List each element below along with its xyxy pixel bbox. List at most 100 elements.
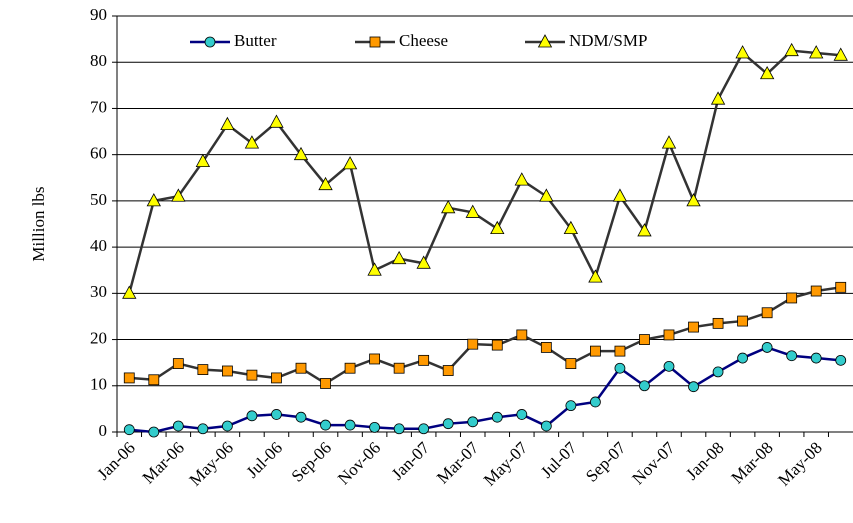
x-tick-label: Nov-06	[334, 438, 384, 488]
data-point	[786, 350, 798, 362]
data-point	[293, 146, 309, 161]
legend-label: NDM/SMP	[569, 31, 647, 50]
data-point	[197, 423, 209, 435]
data-point	[246, 369, 258, 381]
data-point	[539, 188, 554, 202]
data-point	[565, 358, 577, 369]
data-point	[369, 421, 381, 433]
data-point	[465, 204, 480, 218]
data-point	[467, 338, 479, 350]
legend-marker	[369, 36, 381, 48]
data-point	[516, 409, 528, 420]
data-point	[246, 410, 258, 422]
data-point	[833, 47, 848, 61]
data-point	[320, 378, 331, 389]
x-tick-label: Mar-07	[433, 438, 483, 488]
x-tick-label: May-06	[185, 438, 236, 489]
y-tick-label: 90	[90, 5, 107, 24]
data-point	[391, 250, 407, 265]
x-tick-label: Jan-08	[682, 438, 727, 483]
data-point	[761, 307, 773, 319]
data-point	[514, 172, 529, 186]
x-tick-label: Jul-07	[537, 438, 581, 482]
y-tick-label: 40	[90, 236, 107, 255]
data-point	[661, 135, 677, 149]
data-point	[221, 420, 233, 432]
series-line	[129, 346, 841, 434]
y-tick-label: 0	[99, 421, 108, 440]
x-tick-label: Jan-06	[93, 438, 138, 483]
data-point	[540, 342, 552, 353]
data-point	[809, 45, 824, 59]
data-point	[663, 329, 675, 341]
x-tick-label: Jan-07	[388, 438, 434, 484]
data-point	[491, 339, 503, 351]
data-point	[759, 65, 775, 80]
data-point	[416, 255, 431, 269]
data-point	[220, 116, 235, 131]
data-point	[269, 114, 284, 128]
data-point	[244, 135, 260, 149]
x-tick-label: May-08	[774, 438, 825, 489]
data-point	[221, 365, 233, 377]
data-point	[344, 362, 356, 374]
data-point	[295, 362, 307, 374]
data-point	[442, 365, 454, 376]
data-point	[590, 396, 601, 408]
x-tick-label: Mar-06	[139, 438, 188, 487]
data-point	[639, 334, 650, 345]
data-point	[612, 188, 628, 202]
y-tick-label: 30	[90, 282, 107, 301]
data-point	[761, 342, 773, 353]
data-point	[148, 426, 160, 438]
data-point	[784, 42, 799, 57]
data-point	[639, 380, 650, 392]
data-point	[344, 419, 356, 431]
data-point	[123, 372, 135, 384]
x-tick-label: May-07	[480, 438, 532, 490]
data-point	[271, 409, 282, 420]
y-tick-label: 60	[90, 144, 107, 163]
series-line	[129, 286, 841, 385]
data-point	[369, 353, 381, 365]
data-point	[491, 411, 503, 423]
data-point	[786, 292, 798, 304]
y-tick-label: 50	[90, 190, 107, 209]
data-point	[737, 315, 748, 327]
y-axis-label: Million lbs	[29, 186, 48, 261]
data-point	[688, 381, 699, 393]
legend-marker	[537, 34, 553, 48]
data-point	[686, 193, 701, 207]
data-point	[271, 372, 282, 384]
x-tick-label: Mar-08	[727, 438, 776, 487]
data-point	[614, 362, 626, 374]
data-point	[590, 345, 601, 357]
data-point	[688, 321, 699, 333]
data-point	[516, 329, 528, 341]
data-point	[810, 285, 822, 297]
data-point	[442, 418, 454, 430]
y-tick-label: 20	[90, 328, 107, 347]
data-point	[540, 420, 552, 432]
data-point	[710, 91, 726, 105]
x-tick-label: Sep-06	[288, 438, 335, 485]
data-point	[490, 220, 505, 235]
data-point	[146, 193, 161, 207]
data-point	[123, 424, 135, 436]
data-point	[197, 364, 209, 376]
data-point	[393, 423, 405, 435]
y-tick-label: 80	[90, 51, 107, 70]
data-point	[171, 188, 186, 202]
data-point	[467, 416, 479, 428]
legend-marker	[204, 36, 216, 48]
data-point	[810, 352, 822, 364]
data-point	[172, 358, 184, 369]
legend-label: Cheese	[399, 31, 448, 50]
data-point	[712, 366, 724, 378]
data-point	[342, 156, 358, 170]
y-tick-label: 70	[90, 97, 107, 116]
data-point	[195, 153, 211, 168]
data-point	[835, 354, 847, 366]
x-tick-label: Sep-07	[582, 438, 630, 486]
